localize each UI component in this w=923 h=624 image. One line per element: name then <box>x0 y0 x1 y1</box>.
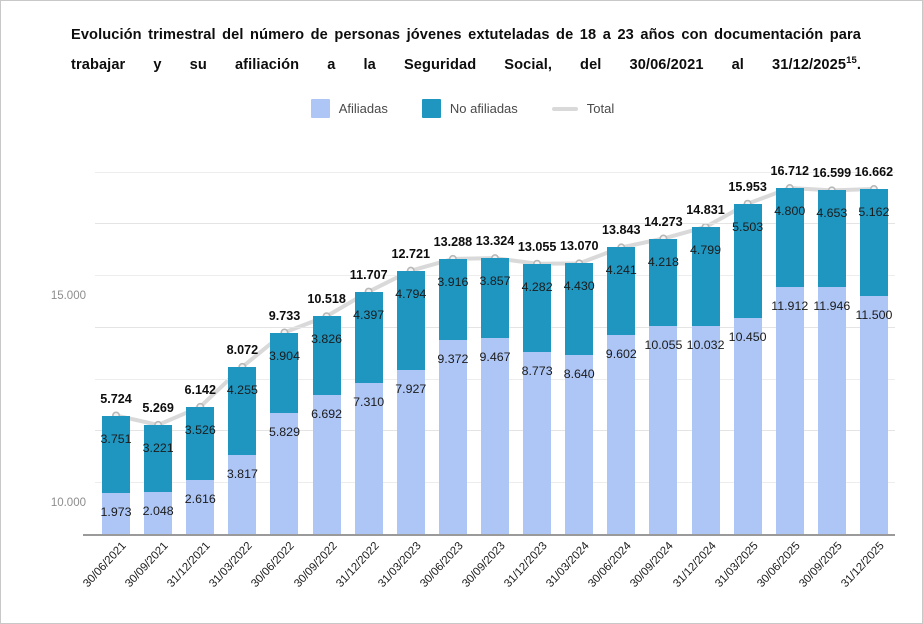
bar-label-total: 14.831 <box>686 202 725 217</box>
legend-label: Total <box>586 101 615 116</box>
legend-line-icon <box>551 106 578 111</box>
legend-label: No afiliadas <box>449 101 518 116</box>
bar-segment-afiliadas[interactable] <box>144 491 173 534</box>
plot-area: 5.00010.00015.0001.9733.7515.72430/06/20… <box>51 151 895 590</box>
bar-segment-no-afiliadas[interactable] <box>312 316 341 396</box>
bar-segment-no-afiliadas[interactable] <box>228 366 257 455</box>
bar-group[interactable]: 10.450 5.503 15.953 <box>728 151 767 534</box>
bar-label-total: 14.273 <box>644 214 683 229</box>
bar-label-total: 16.662 <box>854 165 894 180</box>
bar-group[interactable]: 10.032 4.799 14.831 <box>686 151 725 534</box>
bar-segment-no-afiliadas[interactable] <box>691 226 720 327</box>
bar-segment-afiliadas[interactable] <box>228 454 257 534</box>
bar-label-total: 5.269 <box>142 400 174 415</box>
bar-label-total: 13.070 <box>559 239 599 254</box>
y-axis-tick-label: 15.000 <box>50 289 86 302</box>
title-trailing-period: . <box>856 56 861 73</box>
bar-group[interactable]: 9.602 4.241 13.843 <box>602 151 641 534</box>
bar-segment-afiliadas[interactable] <box>649 325 678 534</box>
bar-label-total: 8.072 <box>226 342 259 357</box>
bar-segment-no-afiliadas[interactable] <box>270 332 299 414</box>
bar-label-total: 6.142 <box>184 382 217 397</box>
bar-segment-no-afiliadas[interactable] <box>733 203 762 318</box>
bar-group[interactable]: 7.310 4.397 11.707 <box>350 151 388 534</box>
chart-legend: Afiliadas No afiliadas Total <box>1 99 922 118</box>
bar-group[interactable]: 2.048 3.221 5.269 <box>142 151 174 534</box>
bar-group[interactable]: 10.055 4.218 14.273 <box>644 151 683 534</box>
bar-segment-afiliadas[interactable] <box>565 355 594 534</box>
bar-group[interactable]: 6.692 3.826 10.518 <box>307 151 346 534</box>
bar-label-total: 13.324 <box>475 234 515 249</box>
legend-swatch-icon <box>310 99 330 118</box>
footnote-marker: 15 <box>846 55 857 66</box>
bar-label-total: 10.518 <box>307 292 346 307</box>
page-title-text: Evolución trimestral del número de perso… <box>71 27 861 73</box>
bar-group[interactable]: 8.640 4.430 13.070 <box>560 151 598 534</box>
bar-segment-afiliadas[interactable] <box>102 493 131 534</box>
bar-segment-afiliadas[interactable] <box>186 479 215 534</box>
bar-label-total: 15.953 <box>728 179 767 194</box>
bar-label-total: 12.721 <box>391 246 431 261</box>
y-axis-tick-label: 10.000 <box>50 496 86 509</box>
bar-segment-afiliadas[interactable] <box>438 339 467 534</box>
bar-segment-no-afiliadas[interactable] <box>144 424 173 492</box>
bar-segment-no-afiliadas[interactable] <box>649 238 678 326</box>
bar-label-total: 5.724 <box>100 391 132 406</box>
bar-group[interactable]: 8.773 4.282 13.055 <box>518 151 556 534</box>
bar-segment-afiliadas[interactable] <box>691 326 720 534</box>
legend-item-afiliadas[interactable]: Afiliadas <box>310 99 388 118</box>
legend-swatch-icon <box>421 99 441 118</box>
bar-segment-no-afiliadas[interactable] <box>354 291 383 383</box>
bar-label-total: 11.707 <box>349 267 388 282</box>
bar-label-total: 13.843 <box>602 223 641 238</box>
bar-segment-afiliadas[interactable] <box>396 369 425 534</box>
bar-segment-no-afiliadas[interactable] <box>438 258 467 340</box>
bar-group[interactable]: 7.927 4.794 12.721 <box>392 151 430 534</box>
bar-segment-afiliadas[interactable] <box>523 352 552 534</box>
bar-segment-no-afiliadas[interactable] <box>775 188 804 288</box>
bar-segment-no-afiliadas[interactable] <box>523 263 552 353</box>
bar-group[interactable]: 5.829 3.904 9.733 <box>268 151 301 534</box>
bar-segment-afiliadas[interactable] <box>270 413 299 534</box>
bar-group[interactable]: 3.817 4.255 8.072 <box>226 151 259 534</box>
legend-item-no-afiliadas[interactable]: No afiliadas <box>421 99 518 118</box>
bar-segment-no-afiliadas[interactable] <box>817 190 846 287</box>
bar-segment-afiliadas[interactable] <box>775 287 804 534</box>
legend-label: Afiliadas <box>338 101 388 116</box>
bar-segment-afiliadas[interactable] <box>607 335 636 534</box>
bar-group[interactable]: 11.912 4.800 16.712 <box>770 151 809 534</box>
page-title: Evolución trimestral del número de perso… <box>71 23 861 78</box>
bar-segment-afiliadas[interactable] <box>481 338 509 534</box>
bar-segment-no-afiliadas[interactable] <box>102 415 131 494</box>
bar-segment-no-afiliadas[interactable] <box>859 189 888 296</box>
bar-group[interactable]: 11.946 4.653 16.599 <box>813 151 851 534</box>
bar-group[interactable]: 1.973 3.751 5.724 <box>100 151 132 534</box>
bar-label-total: 13.055 <box>517 239 557 254</box>
bar-segment-afiliadas[interactable] <box>859 295 888 534</box>
bar-segment-no-afiliadas[interactable] <box>481 258 509 339</box>
bar-segment-afiliadas[interactable] <box>817 286 846 534</box>
bar-label-total: 16.599 <box>812 166 852 181</box>
bar-label-total: 16.712 <box>770 164 809 179</box>
bar-segment-no-afiliadas[interactable] <box>186 406 215 480</box>
bar-segment-no-afiliadas[interactable] <box>607 247 636 336</box>
x-axis-line <box>83 534 895 536</box>
bar-segment-afiliadas[interactable] <box>354 382 383 534</box>
bar-segment-no-afiliadas[interactable] <box>565 263 594 356</box>
gridline: 15.000 <box>51 223 895 302</box>
bar-segment-afiliadas[interactable] <box>733 317 762 534</box>
bar-group[interactable]: 11.500 5.162 16.662 <box>855 151 893 534</box>
bar-group[interactable]: 2.616 3.526 6.142 <box>184 151 217 534</box>
gridline-minor <box>95 171 895 173</box>
bar-label-total: 9.733 <box>268 308 301 323</box>
bar-group[interactable]: 9.372 3.916 13.288 <box>434 151 472 534</box>
bar-segment-afiliadas[interactable] <box>312 395 341 534</box>
bar-segment-no-afiliadas[interactable] <box>396 270 425 370</box>
bar-label-total: 13.288 <box>433 234 473 249</box>
bar-group[interactable]: 9.467 3.857 13.324 <box>476 151 514 534</box>
legend-item-total[interactable]: Total <box>551 101 615 116</box>
